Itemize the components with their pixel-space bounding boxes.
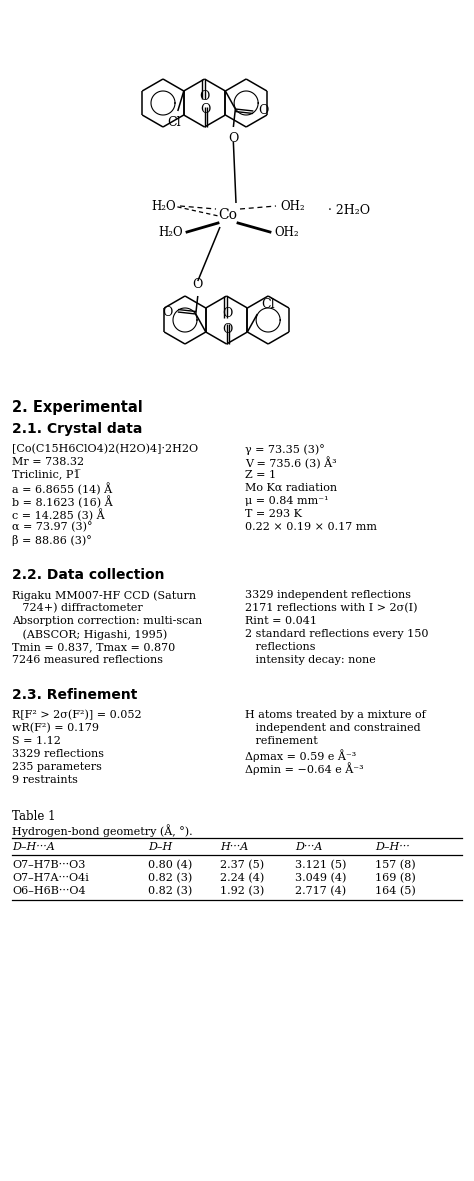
Text: 2171 reflections with I > 2σ(I): 2171 reflections with I > 2σ(I) <box>245 603 418 613</box>
Text: independent and constrained: independent and constrained <box>245 723 420 733</box>
Text: b = 8.1623 (16) Å: b = 8.1623 (16) Å <box>12 496 113 509</box>
Text: 0.22 × 0.19 × 0.17 mm: 0.22 × 0.19 × 0.17 mm <box>245 522 377 531</box>
Text: 1.92 (3): 1.92 (3) <box>220 886 264 896</box>
Text: H₂O: H₂O <box>151 201 176 214</box>
Text: μ = 0.84 mm⁻¹: μ = 0.84 mm⁻¹ <box>245 496 328 505</box>
Text: Triclinic, P1̅: Triclinic, P1̅ <box>12 470 81 481</box>
Text: Mo Kα radiation: Mo Kα radiation <box>245 483 337 492</box>
Text: Z = 1: Z = 1 <box>245 470 276 479</box>
Text: refinement: refinement <box>245 736 318 746</box>
Text: Co: Co <box>219 208 237 222</box>
Text: 2.1. Crystal data: 2.1. Crystal data <box>12 422 142 436</box>
Text: γ = 73.35 (3)°: γ = 73.35 (3)° <box>245 444 325 455</box>
Text: OH₂: OH₂ <box>274 227 299 240</box>
Text: D···A: D···A <box>295 842 322 852</box>
Text: Δρmin = −0.64 e Å⁻³: Δρmin = −0.64 e Å⁻³ <box>245 762 364 775</box>
Text: 2.3. Refinement: 2.3. Refinement <box>12 689 137 702</box>
Text: 9 restraints: 9 restraints <box>12 775 78 785</box>
Text: Rigaku MM007-HF CCD (Saturn: Rigaku MM007-HF CCD (Saturn <box>12 590 196 601</box>
Text: Absorption correction: multi-scan: Absorption correction: multi-scan <box>12 616 202 626</box>
Text: 2.2. Data collection: 2.2. Data collection <box>12 568 164 582</box>
Text: O: O <box>200 90 210 103</box>
Text: O: O <box>222 322 233 337</box>
Text: 2 standard reflections every 150: 2 standard reflections every 150 <box>245 629 428 639</box>
Text: 169 (8): 169 (8) <box>375 873 416 883</box>
Text: O7–H7B···O3: O7–H7B···O3 <box>12 860 85 870</box>
Text: T = 293 K: T = 293 K <box>245 509 302 518</box>
Text: O: O <box>201 103 211 116</box>
Text: H···A: H···A <box>220 842 248 852</box>
Text: · 2H₂O: · 2H₂O <box>328 203 370 216</box>
Text: wR(F²) = 0.179: wR(F²) = 0.179 <box>12 723 99 733</box>
Text: H₂O: H₂O <box>158 227 183 240</box>
Text: 3329 reflections: 3329 reflections <box>12 749 104 759</box>
Text: 3329 independent reflections: 3329 independent reflections <box>245 590 411 600</box>
Text: 0.80 (4): 0.80 (4) <box>148 860 192 870</box>
Text: O: O <box>222 307 233 320</box>
Text: 2. Experimental: 2. Experimental <box>12 400 143 415</box>
Text: 0.82 (3): 0.82 (3) <box>148 873 192 883</box>
Text: O7–H7A···O4i: O7–H7A···O4i <box>12 873 89 883</box>
Text: O: O <box>228 132 238 145</box>
Text: 7246 measured reflections: 7246 measured reflections <box>12 655 163 665</box>
Text: R[F² > 2σ(F²)] = 0.052: R[F² > 2σ(F²)] = 0.052 <box>12 710 142 720</box>
Text: Table 1: Table 1 <box>12 810 55 823</box>
Text: Mr = 738.32: Mr = 738.32 <box>12 457 84 466</box>
Text: H atoms treated by a mixture of: H atoms treated by a mixture of <box>245 710 426 720</box>
Text: 2.37 (5): 2.37 (5) <box>220 860 264 870</box>
Text: 3.121 (5): 3.121 (5) <box>295 860 346 870</box>
Text: 235 parameters: 235 parameters <box>12 762 102 772</box>
Text: D–H: D–H <box>148 842 172 852</box>
Text: c = 14.285 (3) Å: c = 14.285 (3) Å <box>12 509 105 522</box>
Text: 157 (8): 157 (8) <box>375 860 416 870</box>
Text: Rint = 0.041: Rint = 0.041 <box>245 616 317 626</box>
Text: 164 (5): 164 (5) <box>375 886 416 896</box>
Text: (ABSCOR; Higashi, 1995): (ABSCOR; Higashi, 1995) <box>12 629 167 640</box>
Text: Cl: Cl <box>261 298 275 311</box>
Text: O: O <box>258 104 269 117</box>
Text: O: O <box>163 306 173 319</box>
Text: S = 1.12: S = 1.12 <box>12 736 61 746</box>
Text: D–H···: D–H··· <box>375 842 410 852</box>
Text: β = 88.86 (3)°: β = 88.86 (3)° <box>12 535 92 546</box>
Text: 2.717 (4): 2.717 (4) <box>295 886 346 896</box>
Text: D–H···A: D–H···A <box>12 842 55 852</box>
Text: O6–H6B···O4: O6–H6B···O4 <box>12 886 86 896</box>
Text: a = 6.8655 (14) Å: a = 6.8655 (14) Å <box>12 483 112 496</box>
Text: reflections: reflections <box>245 642 316 652</box>
Text: Cl: Cl <box>167 116 181 129</box>
Text: 0.82 (3): 0.82 (3) <box>148 886 192 896</box>
Text: [Co(C15H6ClO4)2(H2O)4]·2H2O: [Co(C15H6ClO4)2(H2O)4]·2H2O <box>12 444 198 455</box>
Text: 724+) diffractometer: 724+) diffractometer <box>12 603 143 613</box>
Text: Hydrogen-bond geometry (Å, °).: Hydrogen-bond geometry (Å, °). <box>12 824 192 837</box>
Text: O: O <box>192 278 203 291</box>
Text: V = 735.6 (3) Å³: V = 735.6 (3) Å³ <box>245 457 337 470</box>
Text: α = 73.97 (3)°: α = 73.97 (3)° <box>12 522 92 533</box>
Text: 3.049 (4): 3.049 (4) <box>295 873 346 883</box>
Text: intensity decay: none: intensity decay: none <box>245 655 376 665</box>
Text: 2.24 (4): 2.24 (4) <box>220 873 264 883</box>
Text: Δρmax = 0.59 e Å⁻³: Δρmax = 0.59 e Å⁻³ <box>245 749 356 762</box>
Text: OH₂: OH₂ <box>280 201 305 214</box>
Text: Tmin = 0.837, Tmax = 0.870: Tmin = 0.837, Tmax = 0.870 <box>12 642 175 652</box>
